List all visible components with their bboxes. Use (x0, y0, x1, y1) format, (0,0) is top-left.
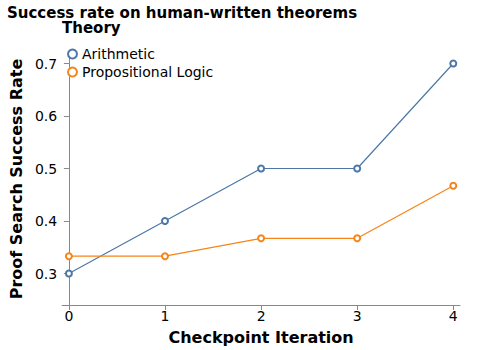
svg-text:Checkpoint Iteration: Checkpoint Iteration (168, 328, 353, 347)
svg-text:0.6: 0.6 (35, 108, 57, 124)
svg-text:3: 3 (353, 308, 362, 324)
svg-text:0.7: 0.7 (35, 56, 57, 72)
svg-text:0.5: 0.5 (35, 161, 57, 177)
svg-text:4: 4 (449, 308, 458, 324)
svg-text:Success rate on human-written: Success rate on human-written theorems (7, 4, 357, 22)
svg-text:2: 2 (257, 308, 266, 324)
svg-text:1: 1 (161, 308, 170, 324)
svg-text:Proof Search Success Rate: Proof Search Success Rate (7, 59, 26, 300)
svg-text:Propositional Logic: Propositional Logic (82, 64, 213, 80)
svg-text:0.3: 0.3 (35, 266, 57, 282)
svg-text:Arithmetic: Arithmetic (82, 46, 155, 62)
svg-text:0.4: 0.4 (35, 213, 57, 229)
svg-text:Theory: Theory (62, 18, 121, 37)
svg-text:0: 0 (64, 308, 73, 324)
